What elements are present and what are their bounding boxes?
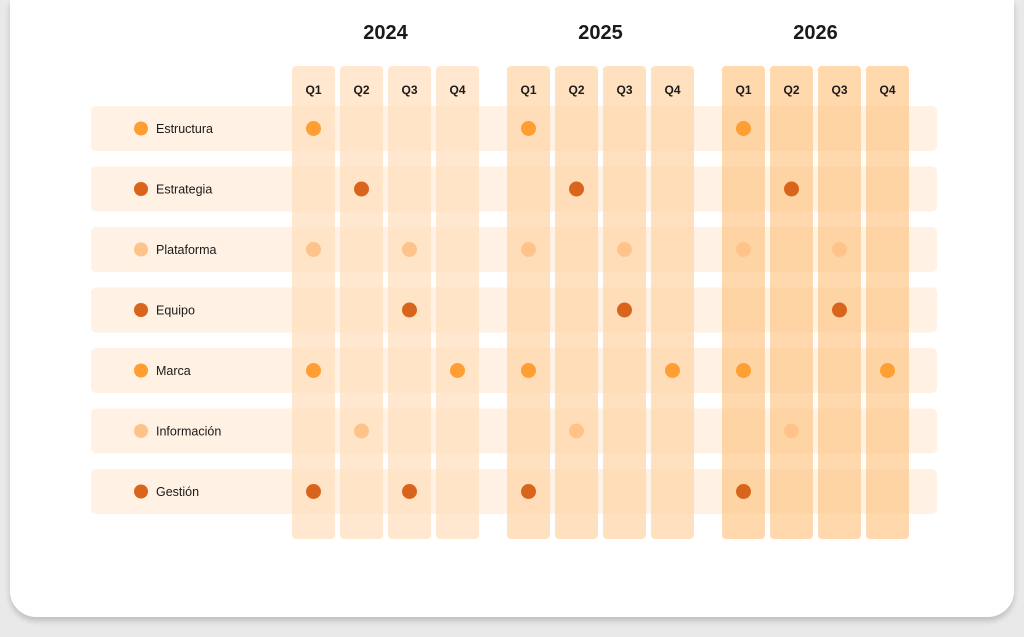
milestone-dot (736, 121, 751, 136)
quarter-column (770, 66, 813, 539)
year-label: 2024 (363, 22, 408, 44)
quarter-label: Q2 (783, 83, 799, 97)
quarter-column (340, 66, 383, 539)
row-legend-dot (134, 303, 148, 317)
quarter-label: Q1 (305, 83, 321, 97)
milestone-dot (402, 484, 417, 499)
quarter-column (292, 66, 335, 539)
milestone-dot (450, 363, 465, 378)
milestone-dot (736, 242, 751, 257)
row-label: Gestión (156, 485, 199, 499)
milestone-dot (306, 121, 321, 136)
roadmap-card: 2024 2025 2026 Q1 Q2 Q3 Q4 Q1 Q2 Q3 Q4 Q1 Q2 Q3 Q4 Estr… (10, 0, 1014, 617)
row-legend-dot (134, 484, 148, 499)
row-legend-dot (134, 242, 148, 257)
milestone-dot (569, 423, 584, 439)
quarter-label: Q3 (616, 83, 632, 97)
milestone-dot (354, 423, 369, 439)
milestone-dot (521, 121, 536, 136)
year-label: 2025 (578, 22, 623, 44)
milestone-dot (617, 302, 632, 318)
quarter-column (555, 66, 598, 539)
roadmap-chart: 2024 2025 2026 Q1 Q2 Q3 Q4 Q1 Q2 Q3 Q4 Q1 Q2 Q3 Q4 Estr… (91, 22, 937, 539)
row-label: Marca (156, 364, 191, 378)
milestone-dot (736, 363, 751, 378)
quarter-column (722, 66, 765, 539)
quarter-label: Q4 (879, 83, 895, 97)
milestone-dot (832, 302, 847, 318)
row-label: Plataforma (156, 243, 216, 257)
milestone-dot (784, 181, 799, 197)
quarter-column (507, 66, 550, 539)
quarter-column (651, 66, 694, 539)
milestone-dot (832, 242, 847, 257)
milestone-dot (521, 484, 536, 499)
quarter-column (866, 66, 909, 539)
quarter-label: Q4 (449, 83, 465, 97)
milestone-dot (402, 302, 417, 318)
row-legend-dot (134, 182, 148, 196)
milestone-dot (521, 363, 536, 378)
milestone-dot (880, 363, 895, 378)
row-label: Equipo (156, 304, 195, 318)
quarter-label: Q4 (664, 83, 680, 97)
milestone-dot (521, 242, 536, 257)
milestone-dot (665, 363, 680, 378)
quarter-label: Q2 (568, 83, 584, 97)
year-label: 2026 (793, 22, 838, 44)
quarter-label: Q1 (735, 83, 751, 97)
quarter-column (436, 66, 479, 539)
milestone-dot (306, 363, 321, 378)
row-label: Estrategia (156, 183, 212, 197)
quarter-label: Q3 (831, 83, 847, 97)
quarter-label: Q1 (520, 83, 536, 97)
quarter-label: Q3 (401, 83, 417, 97)
milestone-dot (306, 242, 321, 257)
milestone-dot (306, 484, 321, 499)
row-label: Estructura (156, 122, 213, 136)
milestone-dot (784, 423, 799, 439)
row-label: Información (156, 425, 221, 439)
milestone-dot (736, 484, 751, 499)
row-legend-dot (134, 121, 148, 136)
milestone-dot (402, 242, 417, 257)
milestone-dot (617, 242, 632, 257)
row-legend-dot (134, 424, 148, 438)
milestone-dot (354, 181, 369, 197)
row-legend-dot (134, 363, 148, 378)
milestone-dot (569, 181, 584, 197)
quarter-label: Q2 (353, 83, 369, 97)
